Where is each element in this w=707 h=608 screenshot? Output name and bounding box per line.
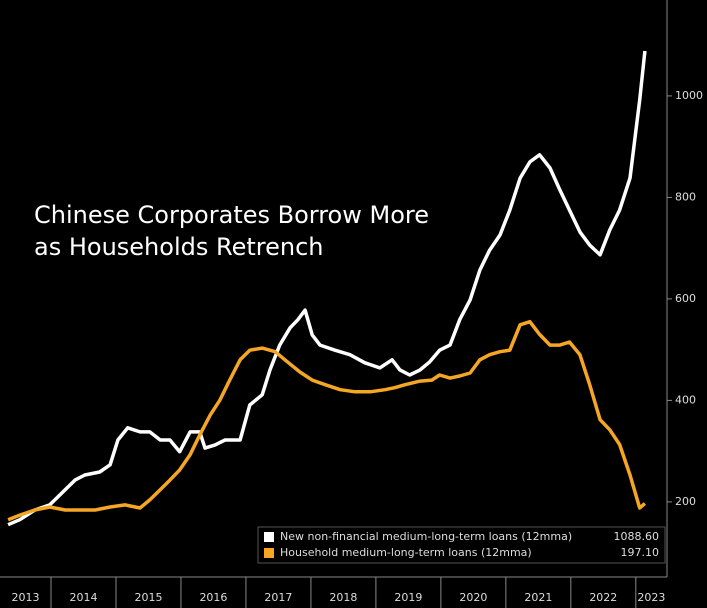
x-tick-label: 2022	[589, 591, 617, 604]
y-tick-label: 1000	[675, 89, 703, 102]
legend-label: Household medium-long-term loans (12mma)	[280, 546, 532, 559]
x-tick-label: 2019	[394, 591, 422, 604]
legend-swatch	[264, 548, 274, 558]
legend-box	[257, 526, 666, 564]
x-tick-label: 2015	[134, 591, 162, 604]
chart-title: as Households Retrench	[34, 233, 323, 261]
x-tick-label: 2014	[69, 591, 97, 604]
x-tick-label: 2016	[199, 591, 227, 604]
x-tick-label: 2013	[12, 591, 40, 604]
x-tick-label: 2018	[329, 591, 357, 604]
series-line	[7, 50, 647, 527]
legend-value: 197.10	[621, 546, 660, 559]
y-tick-label: 200	[675, 495, 696, 508]
y-tick-label: 600	[675, 292, 696, 305]
y-tick-label: 800	[675, 190, 696, 203]
series-line	[7, 319, 647, 522]
x-tick-label: 2023	[637, 591, 665, 604]
legend-swatch	[264, 532, 274, 542]
legend-label: New non-financial medium-long-term loans…	[280, 530, 572, 543]
x-tick-label: 2017	[264, 591, 292, 604]
legend-value: 1088.60	[614, 530, 660, 543]
x-tick-label: 2020	[459, 591, 487, 604]
x-tick-label: 2021	[524, 591, 552, 604]
y-tick-label: 400	[675, 393, 696, 406]
chart-title: Chinese Corporates Borrow More	[34, 201, 429, 229]
